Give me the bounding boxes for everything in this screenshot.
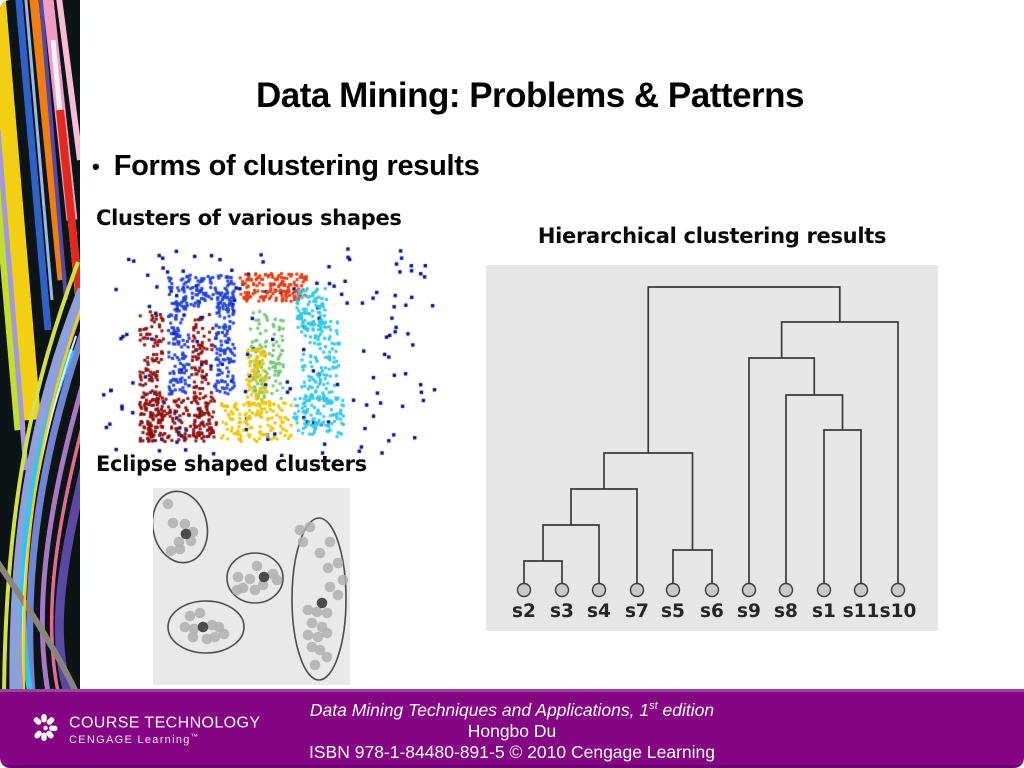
- brand-logo: COURSE TECHNOLOGY CENGAGE Learning™: [28, 711, 260, 750]
- citation-line-1: Data Mining Techniques and Applications,…: [309, 699, 715, 720]
- ellipse-plot: [151, 488, 350, 690]
- scatter-plot: [100, 243, 437, 457]
- starburst-logo-icon: [28, 711, 60, 750]
- ellipse-heading: Eclipse shaped clusters: [96, 452, 367, 476]
- trademark-symbol: ™: [190, 733, 199, 741]
- scatter-heading: Clusters of various shapes: [96, 206, 402, 230]
- svg-text:s6: s6: [700, 601, 724, 622]
- svg-text:s2: s2: [512, 601, 536, 622]
- bullet-text: Forms of clustering results: [113, 150, 480, 182]
- bullet-marker: •: [92, 153, 100, 179]
- svg-text:s3: s3: [550, 601, 574, 622]
- brand-subname: CENGAGE Learning™: [69, 733, 199, 746]
- svg-text:s9: s9: [737, 601, 761, 622]
- dendrogram-plot: s2 s3 s4 s7 s5 s6 s9 s8 s1 s11 s10: [486, 265, 938, 636]
- brand-name: COURSE TECHNOLOGY: [69, 714, 261, 732]
- bullet-item: • Forms of clustering results: [92, 150, 480, 183]
- footer-bar: COURSE TECHNOLOGY CENGAGE Learning™ Data…: [0, 689, 1024, 768]
- citation-line-2: Hongbo Du: [467, 720, 557, 741]
- svg-text:s11: s11: [843, 601, 880, 622]
- svg-text:s8: s8: [774, 601, 798, 622]
- svg-text:s1: s1: [812, 601, 836, 622]
- svg-text:s4: s4: [587, 601, 611, 622]
- slide-title: Data Mining: Problems & Patterns: [256, 76, 804, 115]
- ribbon-art: [0, 0, 91, 694]
- citation-line-3: ISBN 978-1-84480-891-5 © 2010 Cengage Le…: [309, 741, 715, 762]
- citation-block: Data Mining Techniques and Applications,…: [0, 696, 1024, 763]
- svg-text:s7: s7: [625, 601, 649, 622]
- dendrogram-heading: Hierarchical clustering results: [537, 224, 887, 248]
- svg-text:s5: s5: [661, 601, 685, 622]
- svg-text:s10: s10: [880, 601, 917, 622]
